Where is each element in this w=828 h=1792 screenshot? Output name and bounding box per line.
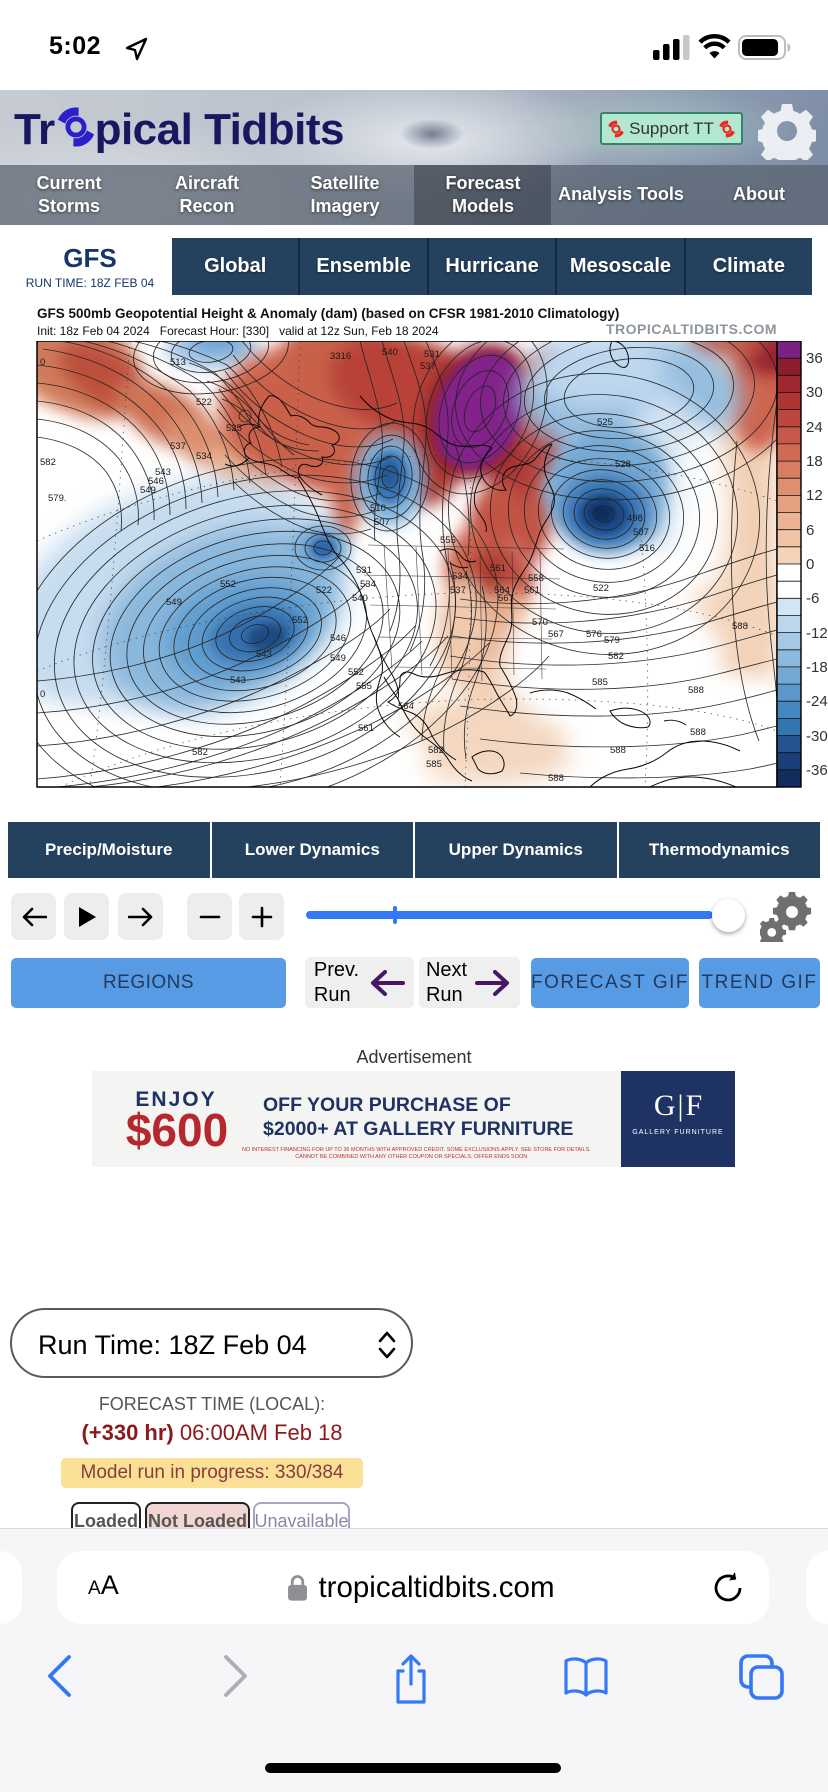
svg-text:-6: -6	[806, 590, 819, 607]
svg-text:582: 582	[608, 651, 624, 662]
svg-text:549: 549	[166, 597, 182, 608]
svg-text:570: 570	[532, 617, 548, 628]
svg-text:531: 531	[356, 565, 372, 576]
svg-text:585: 585	[426, 759, 442, 770]
svg-text:564: 564	[398, 701, 414, 712]
svg-text:537: 537	[170, 441, 186, 452]
svg-text:555: 555	[440, 535, 456, 546]
svg-text:585: 585	[592, 677, 608, 688]
svg-text:-30: -30	[806, 728, 828, 745]
svg-text:540: 540	[352, 593, 368, 604]
svg-text:522: 522	[196, 397, 212, 408]
svg-text:588: 588	[732, 621, 748, 632]
svg-text:537: 537	[450, 585, 466, 596]
svg-text:543: 543	[256, 649, 272, 660]
svg-text:-18: -18	[806, 659, 828, 676]
svg-text:36: 36	[806, 350, 823, 367]
svg-text:525: 525	[597, 417, 613, 428]
svg-text:24: 24	[806, 419, 823, 436]
svg-text:564: 564	[494, 585, 510, 596]
svg-text:-12: -12	[806, 625, 828, 642]
svg-text:18: 18	[806, 453, 823, 470]
svg-text:552: 552	[220, 579, 236, 590]
svg-text:507: 507	[633, 527, 649, 538]
svg-text:6: 6	[806, 522, 814, 539]
svg-text:576: 576	[586, 629, 602, 640]
svg-text:555: 555	[356, 681, 372, 692]
svg-text:516: 516	[639, 543, 655, 554]
svg-text:528: 528	[615, 459, 631, 470]
svg-text:546: 546	[148, 476, 164, 487]
svg-text:543: 543	[230, 675, 246, 686]
svg-text:513: 513	[170, 357, 186, 368]
svg-text:534: 534	[196, 451, 212, 462]
svg-text:534: 534	[452, 571, 468, 582]
svg-text:30: 30	[806, 384, 823, 401]
svg-text:546: 546	[330, 633, 346, 644]
svg-text:588: 588	[688, 685, 704, 696]
svg-text:567: 567	[548, 629, 564, 640]
svg-text:12: 12	[806, 487, 823, 504]
svg-text:507: 507	[374, 517, 390, 528]
svg-text:582: 582	[40, 457, 56, 468]
svg-text:561: 561	[358, 723, 374, 734]
svg-text:540: 540	[382, 347, 398, 358]
svg-text:567: 567	[498, 593, 514, 604]
svg-text:582: 582	[428, 745, 444, 756]
svg-text:558: 558	[528, 573, 544, 584]
svg-text:561: 561	[490, 563, 506, 574]
svg-text:525: 525	[226, 423, 242, 434]
svg-text:531: 531	[424, 349, 440, 360]
svg-text:3316: 3316	[330, 351, 351, 362]
svg-text:0: 0	[40, 689, 45, 700]
svg-text:0: 0	[806, 556, 814, 573]
svg-text:561: 561	[524, 585, 540, 596]
svg-text:588: 588	[690, 727, 706, 738]
svg-text:588: 588	[610, 745, 626, 756]
svg-text:0: 0	[40, 357, 45, 368]
svg-text:549: 549	[140, 485, 156, 496]
svg-text:-24: -24	[806, 693, 828, 710]
svg-text:579.: 579.	[48, 493, 67, 504]
svg-text:498: 498	[627, 513, 643, 524]
svg-text:579: 579	[604, 635, 620, 646]
svg-text:537: 537	[420, 361, 436, 372]
svg-text:582: 582	[192, 747, 208, 758]
svg-text:-36: -36	[806, 762, 828, 779]
svg-text:543: 543	[155, 467, 171, 478]
svg-text:549: 549	[330, 653, 346, 664]
svg-text:510: 510	[370, 503, 386, 514]
svg-text:534: 534	[360, 579, 376, 590]
svg-text:522: 522	[593, 583, 609, 594]
svg-text:588: 588	[548, 773, 564, 784]
svg-text:522: 522	[316, 585, 332, 596]
svg-text:552: 552	[292, 615, 308, 626]
svg-text:552: 552	[348, 667, 364, 678]
